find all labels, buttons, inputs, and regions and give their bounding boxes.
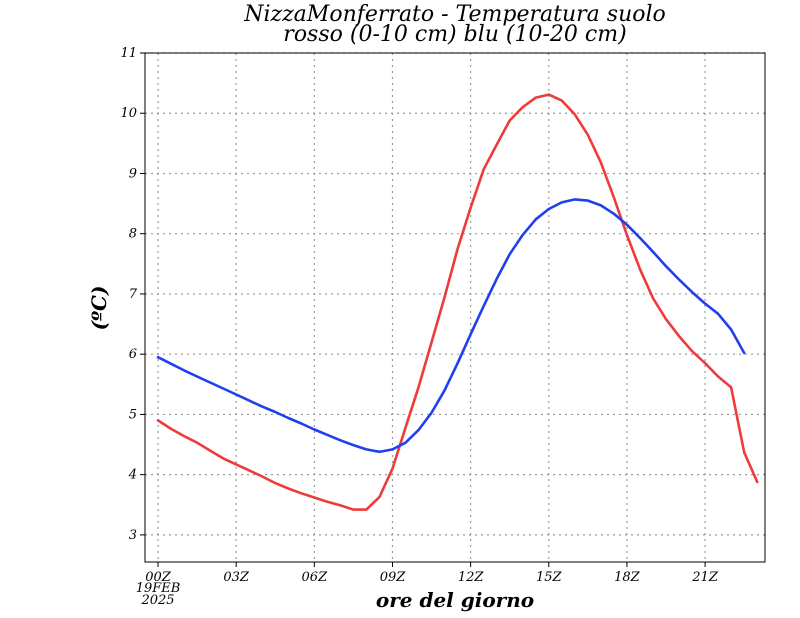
y-tick-label: 4 [128,468,137,483]
y-tick-label: 9 [129,166,137,181]
y-tick-label: 11 [120,46,137,61]
x-tick-label: 18Z [614,570,641,585]
y-tick-label: 3 [129,528,137,543]
x-tick-label: 21Z [691,570,719,585]
series-line-red [156,93,759,511]
chart-title-line2: rosso (0-10 cm) blu (10-20 cm) [283,22,627,47]
plot-frame [144,52,766,563]
series-line-blue [156,198,746,454]
y-tick-label: 6 [129,347,137,362]
x-tick-label: 06Z [302,570,329,585]
x-axis-label: ore del giorno [375,588,535,612]
y-tick-label: 8 [129,227,137,242]
chart-title-line1: NizzaMonferrato - Temperatura suolo [244,2,666,27]
series-lines [156,93,759,511]
axis-ticks: 3 4 5 6 7 8 9 10 11 00Z 03Z 06Z 09Z 12Z 15Z 18Z 21Z [120,46,718,585]
x-tick-label: 12Z [458,570,485,585]
x-tick-label: 15Z [536,570,563,585]
grid [145,52,765,562]
date-label: 19FEB 2025 [128,581,188,608]
y-tick-label: 7 [129,287,138,302]
x-tick-label: 00Z [145,570,172,585]
y-tick-label: 10 [120,106,137,121]
date-day-month: 19FEB [135,581,181,596]
x-tick-label: 09Z [380,570,407,585]
x-tick-label: 03Z [223,570,250,585]
date-year: 2025 [141,593,175,608]
y-axis-label: (ºC) [87,285,111,331]
y-tick-label: 5 [129,407,137,422]
